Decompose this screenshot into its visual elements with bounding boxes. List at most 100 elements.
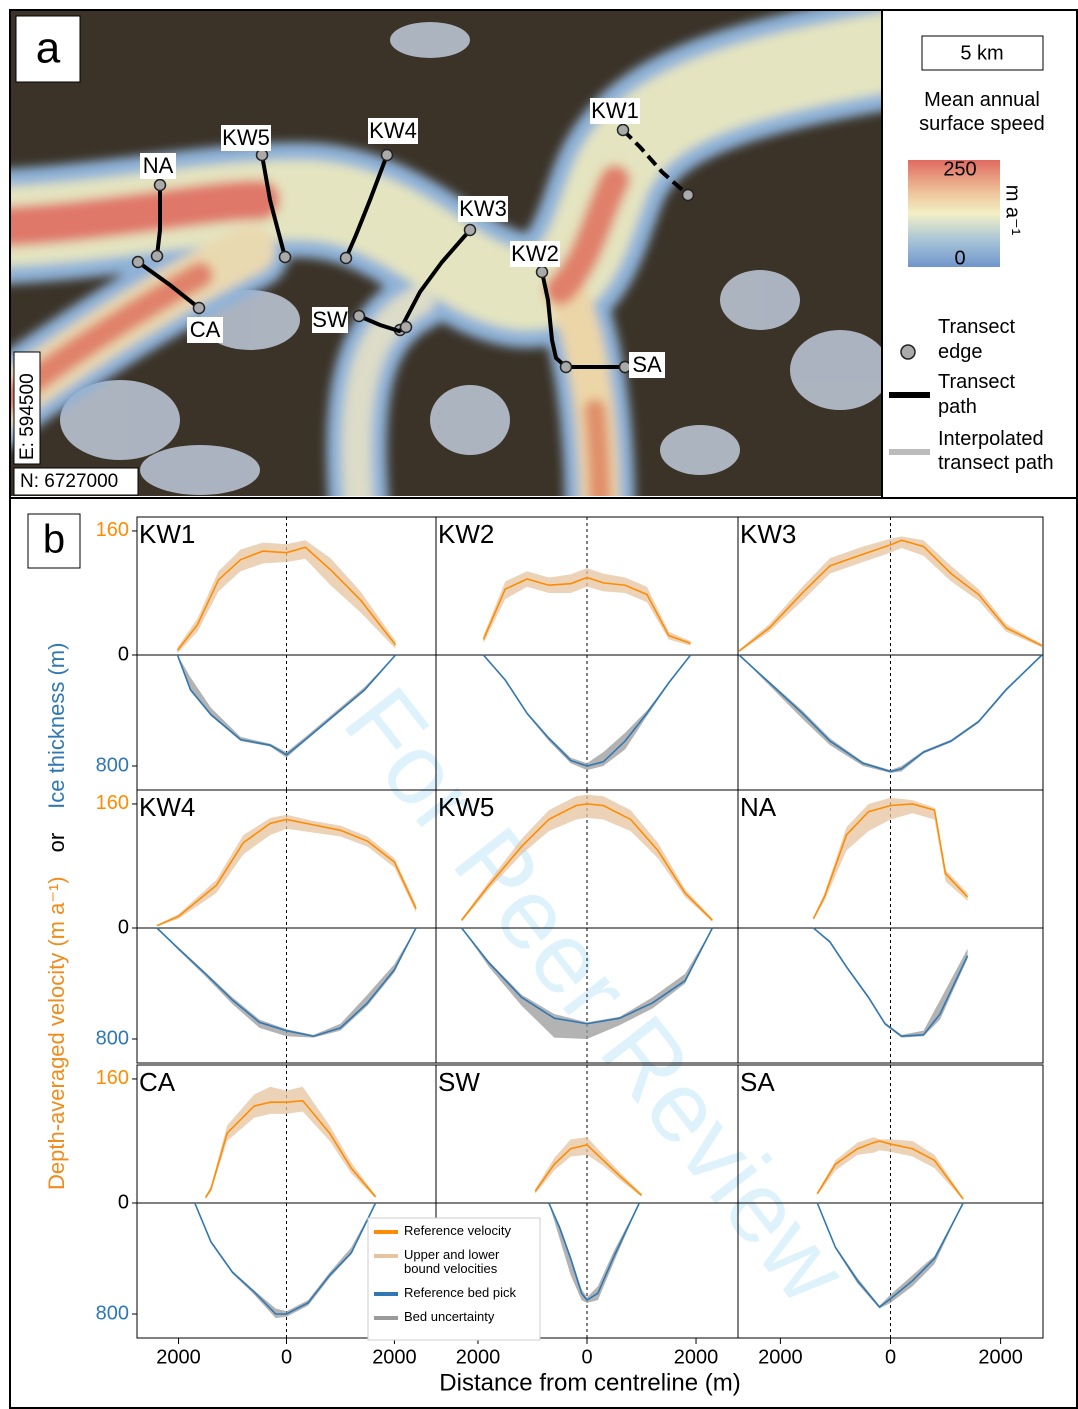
- panel-label: a: [36, 24, 61, 73]
- figure: KW1KW2KW3KW4KW5NACASWSA a N: 6727000 E: …: [0, 0, 1078, 1409]
- transect-edge: [683, 190, 694, 201]
- transect-edge: [280, 252, 291, 263]
- velocity-line: [157, 819, 416, 925]
- legend-entry: Transect edge: [938, 316, 1016, 363]
- colorbar-tick-label: 250: [943, 158, 976, 180]
- subplot-frame: [738, 790, 1043, 1063]
- subplot-title: CA: [139, 1067, 176, 1097]
- transect-edge: [401, 322, 412, 333]
- transect-label: KW3: [459, 196, 507, 221]
- transect-label: NA: [143, 153, 174, 178]
- bed-line: [739, 655, 1042, 772]
- x-tick-label: 2000: [758, 1346, 803, 1368]
- x-tick-label: 0: [581, 1346, 592, 1368]
- legend-entry: Bed uncertainty: [404, 1309, 495, 1324]
- y-tick-label: 160: [96, 1067, 129, 1089]
- legend-entry-line: path: [938, 396, 977, 418]
- legend-edge-swatch: [901, 345, 915, 359]
- transect-edge: [354, 311, 365, 322]
- x-tick-label: 2000: [978, 1346, 1023, 1368]
- subplot-title: KW4: [139, 792, 195, 822]
- y2-tick-label: 800: [96, 754, 129, 776]
- y-tick-label: 160: [96, 792, 129, 814]
- easting: E: 594500: [17, 373, 38, 460]
- x-tick-label: 0: [885, 1346, 896, 1368]
- northing: N: 6727000: [20, 471, 118, 492]
- transect-edge: [257, 150, 268, 161]
- transect-edge: [465, 225, 476, 236]
- subplot-title: SA: [740, 1067, 775, 1097]
- subplot-title: KW5: [438, 792, 494, 822]
- legend-entry-line: bound velocities: [404, 1261, 498, 1276]
- velocity-line: [206, 1101, 376, 1198]
- transect-label: SW: [312, 307, 348, 332]
- legend-entry-line: Interpolated: [938, 428, 1044, 450]
- colorbar-tick-label: 0: [954, 247, 965, 269]
- legend-entry: Reference bed pick: [404, 1285, 517, 1300]
- scale-bar: 5 km: [960, 42, 1003, 64]
- bed-uncertainty: [739, 655, 1042, 773]
- y-tick-label: 0: [118, 916, 129, 938]
- velocity-bounds: [206, 1087, 376, 1199]
- y-axis-label: Depth-averaged velocity (m a⁻¹) or Ice thi…: [44, 643, 69, 1190]
- velocity-bounds: [483, 568, 690, 646]
- x-tick-label: 2000: [372, 1346, 417, 1368]
- transect-label: KW1: [591, 98, 639, 123]
- legend-entry-line: Transect: [938, 371, 1016, 393]
- x-axis-label: Distance from centreline (m): [439, 1369, 740, 1396]
- transect-label: KW2: [511, 241, 559, 266]
- transect-label: SA: [632, 352, 662, 377]
- y2-tick-label: 800: [96, 1027, 129, 1049]
- colorbar-unit: m a⁻¹: [1002, 185, 1024, 236]
- subplot-frame: [738, 517, 1043, 790]
- transect-label: KW5: [222, 125, 270, 150]
- subplot-title: KW1: [139, 519, 195, 549]
- colorbar-title-line: Mean annual: [924, 89, 1040, 111]
- transect-edge: [620, 362, 631, 373]
- transect-edge: [537, 267, 548, 278]
- panel-label: b: [43, 518, 65, 562]
- bed-line: [549, 1203, 639, 1300]
- bed-uncertainty: [195, 1203, 376, 1318]
- x-tick-label: 0: [281, 1346, 292, 1368]
- subplot-title: KW2: [438, 519, 494, 549]
- subplot-title: KW3: [740, 519, 796, 549]
- subplot-title: SW: [438, 1067, 480, 1097]
- y-label-or: or: [44, 833, 69, 853]
- y-tick-label: 0: [118, 643, 129, 665]
- bed-line: [195, 1203, 376, 1314]
- legend-entry-line: transect path: [938, 452, 1054, 474]
- legend-entry-line: edge: [938, 341, 983, 363]
- legend-entry-line: Reference velocity: [404, 1223, 511, 1238]
- transect-edge: [561, 362, 572, 373]
- colorbar-title-line: surface speed: [919, 113, 1045, 135]
- legend-entry-line: Transect: [938, 316, 1016, 338]
- legend-entry: Reference velocity: [404, 1223, 511, 1238]
- transect-edge: [194, 303, 205, 314]
- transect-edge: [133, 257, 144, 268]
- legend-entry: Transect path: [938, 371, 1016, 418]
- transect-edge: [155, 180, 166, 191]
- y-label-thickness: Ice thickness (m): [44, 643, 69, 809]
- transect-label: KW4: [369, 118, 417, 143]
- transect-edge: [341, 253, 352, 264]
- bed-uncertainty: [549, 1203, 639, 1303]
- legend-entry-line: Reference bed pick: [404, 1285, 517, 1300]
- transect-edge: [152, 251, 163, 262]
- x-tick-label: 2000: [456, 1346, 501, 1368]
- transect-edge: [382, 150, 393, 161]
- subplot-title: NA: [740, 792, 777, 822]
- x-tick-label: 2000: [156, 1346, 201, 1368]
- transect-edge: [618, 125, 629, 136]
- subplot-frame: [436, 517, 738, 790]
- y-label-velocity: Depth-averaged velocity (m a⁻¹): [44, 876, 69, 1190]
- y-tick-label: 160: [96, 519, 129, 541]
- y2-tick-label: 800: [96, 1302, 129, 1324]
- legend-entry-line: Upper and lower: [404, 1247, 500, 1262]
- legend-entry-line: Bed uncertainty: [404, 1309, 495, 1324]
- subplot-frame: [137, 790, 436, 1063]
